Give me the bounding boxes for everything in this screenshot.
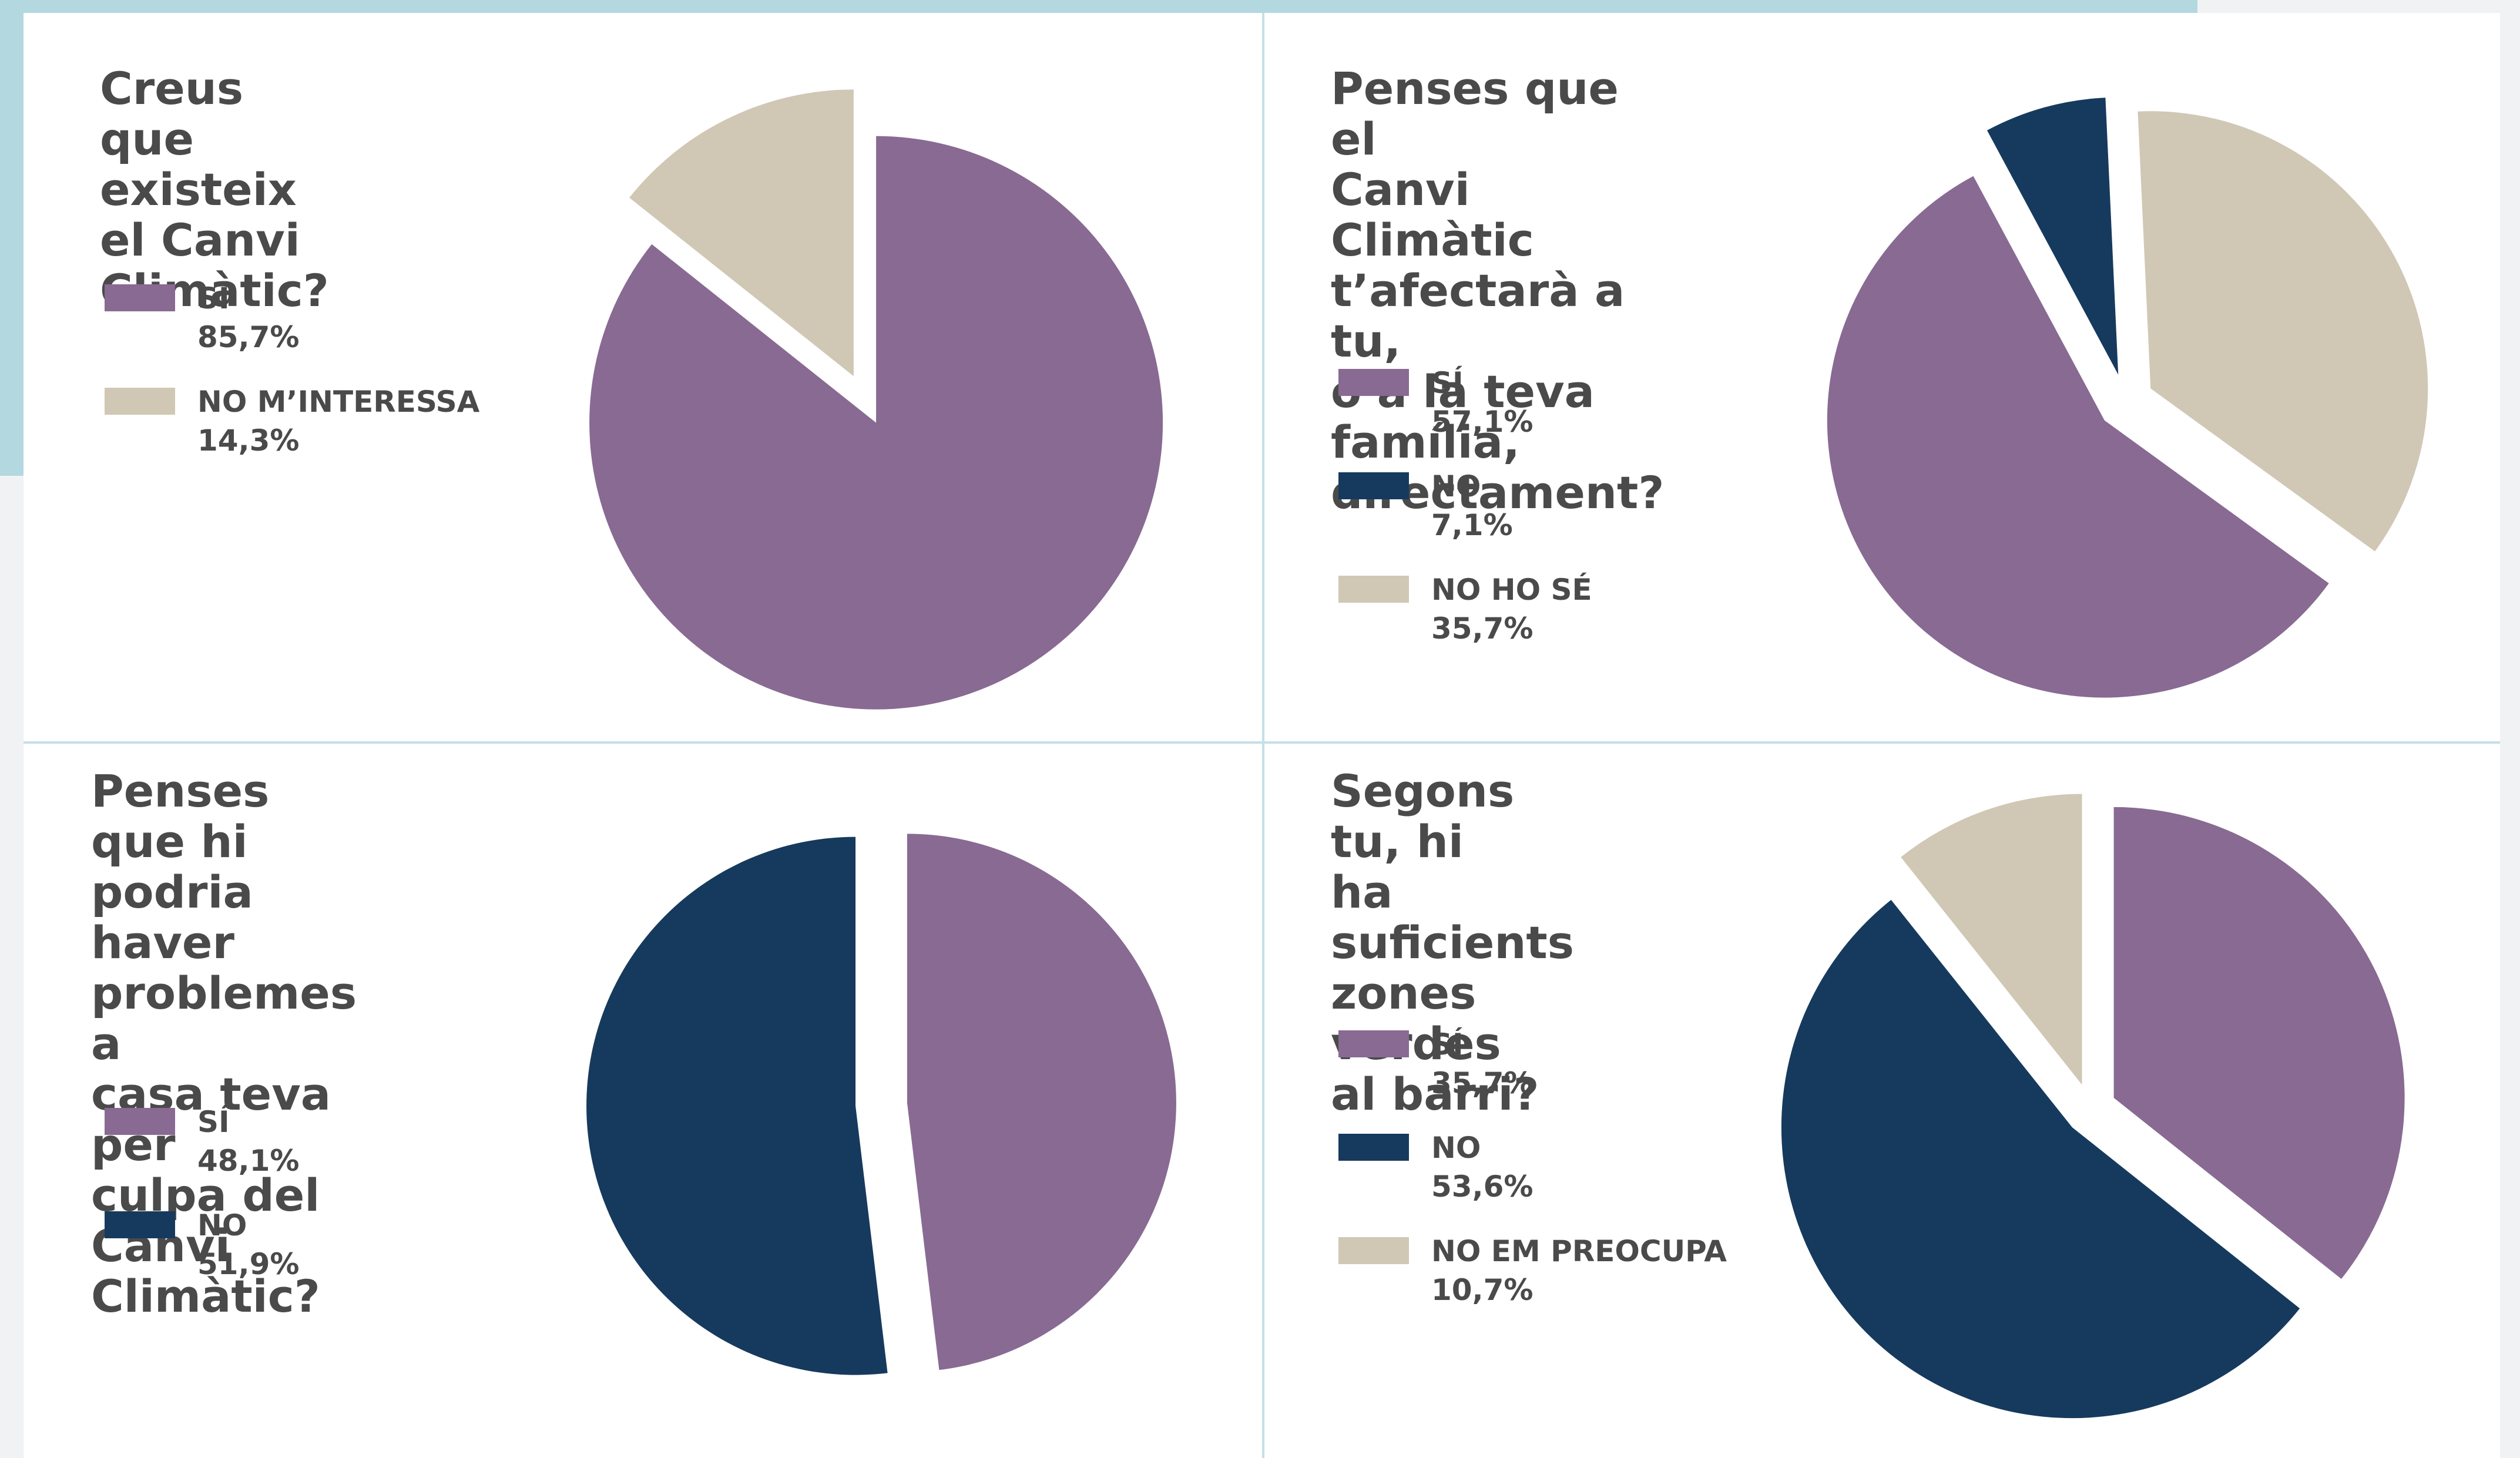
pie-slice [589,136,1163,710]
pie-chart [1781,794,2405,1419]
chart-title: Segons tu, hi ha suficients zones verdes… [1331,765,1574,1120]
pie-slice [586,836,888,1375]
horizontal-divider [24,741,2500,744]
chart-title: Creus que existeix el Canvi Climàtic? [100,62,329,317]
legend-label: NO EM PREOCUPA [1431,1234,1727,1268]
legend-value: 35,7% [1431,612,1534,646]
legend-value: 7,1% [1431,508,1513,542]
legend-value: 14,3% [197,424,300,458]
legend-swatch [105,1211,175,1238]
pie-chart [586,834,1176,1375]
pie-slice [1827,176,2329,698]
legend-label: NO HO SÉ [1431,573,1592,607]
legend-label: SÍ [1431,1027,1464,1061]
legend-label: NO [1431,1131,1481,1165]
vertical-divider [1262,13,1264,1458]
pie-slice [2113,807,2405,1279]
legend-swatch [1338,1237,1409,1264]
legend-value: 10,7% [1431,1273,1534,1307]
background-band-top [0,0,2197,13]
pie-chart [589,89,1163,710]
pie-slice [1987,98,2119,375]
legend-swatch [105,1108,175,1135]
legend-swatch [1338,369,1409,396]
legend-value: 51,9% [197,1247,300,1281]
legend-value: 48,1% [197,1144,300,1178]
legend-value: 57,1% [1431,405,1534,439]
chart-title: Penses que hi podria haver problemes a c… [91,765,357,1322]
legend-swatch [105,388,175,415]
legend-label: SÍ [1431,366,1464,400]
legend-swatch [105,284,175,311]
legend-value: 35,7% [1431,1066,1534,1100]
pie-chart [1827,98,2428,698]
legend-swatch [1338,1030,1409,1057]
background-band-left [0,0,24,476]
pie-slice [1901,794,2082,1085]
legend-label: NO M’INTERESSA [197,385,480,419]
legend-label: NO [1431,469,1481,503]
legend-swatch [1338,1134,1409,1161]
legend-label: SÍ [197,1105,230,1139]
pie-slice [2138,111,2428,552]
pie-slice [629,89,854,377]
legend-swatch [1338,472,1409,499]
legend-value: 53,6% [1431,1170,1534,1204]
legend-label: SÍ [197,281,230,315]
pie-slice [1781,899,2300,1419]
pie-slice [907,834,1176,1370]
legend-label: NO [197,1208,247,1242]
legend-swatch [1338,576,1409,603]
legend-value: 85,7% [197,320,300,354]
